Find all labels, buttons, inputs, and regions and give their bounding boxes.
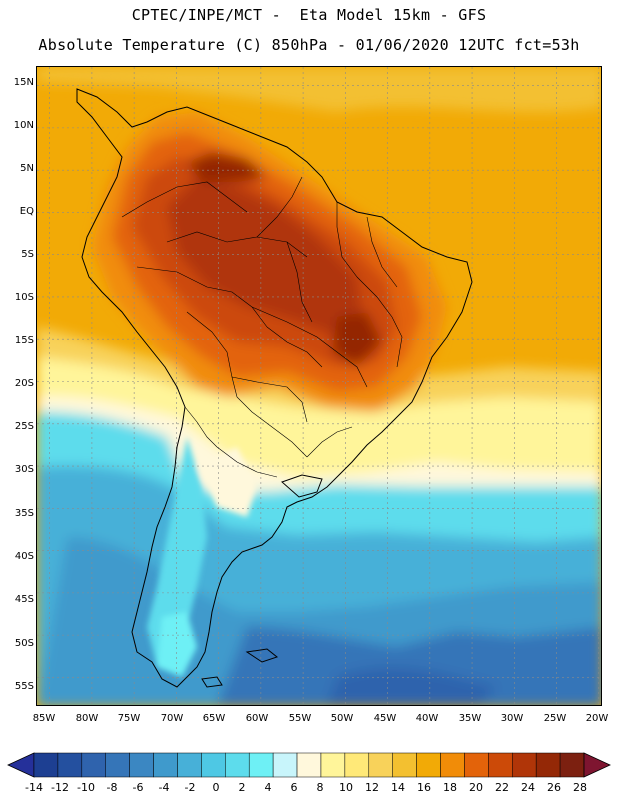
lon-tick-label: 75W <box>117 713 141 724</box>
colorbar-swatch <box>320 752 346 778</box>
temperature-field <box>37 67 601 705</box>
colorbar-tick-label: 4 <box>264 781 272 794</box>
lat-tick-label: 15S <box>14 335 34 346</box>
lat-tick-label: 25S <box>14 421 34 432</box>
colorbar-tick-label: 10 <box>339 781 353 794</box>
colorbar-swatch <box>488 752 513 778</box>
colorbar-tick-label: 8 <box>316 781 324 794</box>
lat-tick-label: 5S <box>21 249 34 260</box>
lat-tick-label: 10S <box>14 292 34 303</box>
colorbar-swatch <box>512 752 537 778</box>
lon-tick-label: 55W <box>288 713 312 724</box>
colorbar-swatch <box>153 752 178 778</box>
colorbar-tick-label: -12 <box>51 781 69 794</box>
coastline <box>76 88 473 688</box>
graticule <box>37 67 601 705</box>
lon-tick-label: 60W <box>245 713 269 724</box>
colorbar-swatch <box>296 752 322 778</box>
colorbar-swatch <box>392 752 417 778</box>
chart-title-model: CPTEC/INPE/MCT - Eta Model 15km - GFS <box>131 6 487 24</box>
lat-tick-label: 40S <box>14 551 34 562</box>
colorbar-tick-label: -6 <box>132 781 144 794</box>
colorbar-swatch <box>535 752 561 778</box>
colorbar-swatch <box>81 752 106 778</box>
colorbar-swatch <box>201 752 226 778</box>
colorbar-tick-label: 22 <box>495 781 509 794</box>
colorbar-swatch <box>225 752 250 778</box>
temperature-map <box>36 66 602 706</box>
colorbar-tick-label: 24 <box>521 781 535 794</box>
colorbar-swatch <box>344 752 370 778</box>
lat-tick-label: EQ <box>19 206 34 217</box>
country-borders <box>121 176 403 478</box>
colorbar-swatch <box>105 752 130 778</box>
lat-tick-label: 30S <box>14 464 34 475</box>
colorbar-tick-label: 20 <box>469 781 483 794</box>
colorbar-tick-label: -4 <box>158 781 170 794</box>
colorbar-swatch <box>177 752 202 778</box>
colorbar-tick-label: 26 <box>547 781 561 794</box>
colorbar-swatch <box>440 752 465 778</box>
colorbar-tick-label: 2 <box>238 781 246 794</box>
colorbar-swatch <box>33 752 59 778</box>
colorbar-swatch <box>416 752 441 778</box>
lon-tick-label: 35W <box>458 713 482 724</box>
lon-tick-label: 65W <box>202 713 226 724</box>
colorbar-swatch <box>464 752 489 778</box>
lon-tick-label: 30W <box>500 713 524 724</box>
lat-tick-label: 35S <box>14 508 34 519</box>
lat-tick-label: 55S <box>14 681 34 692</box>
lat-tick-label: 15N <box>13 77 34 88</box>
chart-title-variable: Absolute Temperature (C) 850hPa - 01/06/… <box>38 36 580 54</box>
colorbar-swatch <box>272 752 298 778</box>
lat-tick-label: 20S <box>14 378 34 389</box>
lon-tick-label: 70W <box>160 713 184 724</box>
lat-tick-label: 5N <box>20 163 34 174</box>
colorbar-tick-label: 14 <box>391 781 405 794</box>
colorbar-tick-label: 0 <box>212 781 220 794</box>
lat-tick-label: 50S <box>14 638 34 649</box>
colorbar-tick-label: -14 <box>25 781 43 794</box>
colorbar-tick-label: 28 <box>573 781 587 794</box>
colorbar-tick-label: 16 <box>417 781 431 794</box>
colorbar-swatch <box>368 752 393 778</box>
colorbar-tick-label: 18 <box>443 781 457 794</box>
colorbar-tick-label: -2 <box>184 781 196 794</box>
colorbar-tick-label: -8 <box>106 781 118 794</box>
colorbar-right-arrow-icon <box>583 752 611 778</box>
colorbar-tick-label: 6 <box>290 781 298 794</box>
lon-tick-label: 25W <box>543 713 567 724</box>
colorbar-swatch <box>129 752 154 778</box>
lon-tick-label: 45W <box>373 713 397 724</box>
colorbar <box>7 752 611 778</box>
colorbar-tick-label: 12 <box>365 781 379 794</box>
colorbar-left-arrow-icon <box>7 752 35 778</box>
lon-tick-label: 80W <box>75 713 99 724</box>
lon-tick-label: 50W <box>330 713 354 724</box>
lon-tick-label: 85W <box>32 713 56 724</box>
lon-tick-label: 20W <box>585 713 609 724</box>
lat-tick-label: 45S <box>14 594 34 605</box>
lon-tick-label: 40W <box>415 713 439 724</box>
colorbar-swatch <box>559 752 585 778</box>
colorbar-swatch <box>248 752 274 778</box>
lat-tick-label: 10N <box>13 120 34 131</box>
colorbar-tick-label: -10 <box>77 781 95 794</box>
colorbar-swatch <box>57 752 83 778</box>
